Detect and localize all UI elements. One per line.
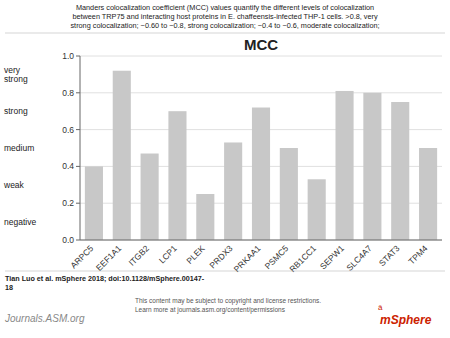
x-tick-label: PRDX3 (207, 243, 234, 270)
x-tick-label: TPM4 (406, 243, 429, 266)
footer-text: Journals.ASM.org (4, 313, 85, 324)
x-axis-line (80, 240, 442, 241)
bar (280, 148, 298, 240)
title: MCC (244, 36, 278, 53)
x-tick-label: PLEK (184, 243, 207, 266)
x-tick-label: SEPW1 (318, 243, 346, 271)
bar (252, 108, 270, 240)
bar (224, 142, 242, 240)
y-tick-label: 1.0 (62, 51, 74, 61)
bar (196, 194, 214, 240)
y-tick (76, 203, 80, 204)
y-tick-label: 0.6 (62, 125, 74, 135)
y-tick (76, 129, 80, 130)
background (0, 0, 450, 338)
footer-text: mSphere (380, 313, 432, 327)
y-tick-label: 0.0 (62, 235, 74, 245)
text-line: â (378, 303, 383, 312)
footer-text: â (378, 303, 383, 312)
level-label: strong (4, 106, 28, 116)
text-line: strong (4, 74, 28, 84)
x-tick-label: EEF1A1 (94, 243, 124, 273)
x-axis: ARPC5EEF1A1ITGB2LCP1PLEKPRDX3PRKAA1PSMC5… (68, 243, 429, 274)
x-tick-label: STAT3 (377, 243, 402, 268)
bar (141, 154, 159, 240)
y-axis: 0.0 0.2 0.4 0.6 0.8 1.0 (62, 51, 442, 245)
y-tick-label: 0.2 (62, 198, 74, 208)
text-line: strong (4, 106, 28, 116)
x-tick-label: SLC4A7 (344, 243, 374, 273)
footer-separator (5, 271, 445, 272)
bar (168, 111, 186, 240)
bar (85, 166, 103, 240)
text-line: medium (4, 143, 34, 153)
text-line: negative (4, 217, 36, 227)
x-tick-label: RB1CC1 (287, 243, 318, 274)
bar (308, 179, 326, 240)
header-separator (5, 33, 445, 34)
chart: Manders colocalization coefficient (MCC)… (0, 0, 450, 338)
footer-text: Tian Luo et al. mSphere 2018; doi:10.112… (5, 274, 205, 283)
x-tick-label: ARPC5 (68, 243, 95, 270)
level-label: verystrong (4, 65, 28, 84)
grid-line (80, 92, 442, 93)
text-line: mSphere (380, 313, 432, 327)
y-tick (76, 92, 80, 93)
header-line: strong colocalization; ~0.60 to ~0.8, st… (70, 21, 379, 30)
bar (391, 102, 409, 240)
x-tick-label: ITGB2 (127, 243, 152, 268)
grid-line (80, 240, 442, 241)
y-tick (76, 240, 80, 241)
grid-line (80, 56, 442, 57)
bar (113, 71, 131, 240)
bar (335, 91, 353, 240)
annotations: verystrongstrongmediumweaknegativeTian L… (3, 65, 432, 327)
bars (85, 71, 437, 240)
text-line: Learn more at journals.asm.org/content/p… (135, 306, 286, 314)
y-tick (76, 56, 80, 57)
footer-text: This content may be subject to copyright… (135, 297, 321, 314)
y-tick-label: 0.8 (62, 88, 74, 98)
bar (419, 148, 437, 240)
header-line: Manders colocalization coefficient (MCC)… (76, 3, 374, 12)
bar (363, 93, 381, 240)
level-label: negative (4, 217, 36, 227)
text-line: Tian Luo et al. mSphere 2018; doi:10.112… (5, 274, 205, 283)
y-tick (76, 166, 80, 167)
text-line: weak (3, 180, 25, 190)
text-line: 18 (5, 283, 13, 292)
text-line: Journals.ASM.org (4, 313, 85, 324)
level-label: medium (4, 143, 34, 153)
footer-text: 18 (5, 283, 13, 292)
x-tick-label: LCP1 (157, 243, 179, 265)
level-label: weak (3, 180, 25, 190)
y-tick-label: 0.4 (62, 161, 74, 171)
header-line: between TRP75 and interacting host prote… (72, 12, 378, 21)
text-line: This content may be subject to copyright… (135, 297, 321, 305)
y-axis-line (80, 56, 81, 240)
x-tick-label: PRKAA1 (232, 243, 263, 274)
